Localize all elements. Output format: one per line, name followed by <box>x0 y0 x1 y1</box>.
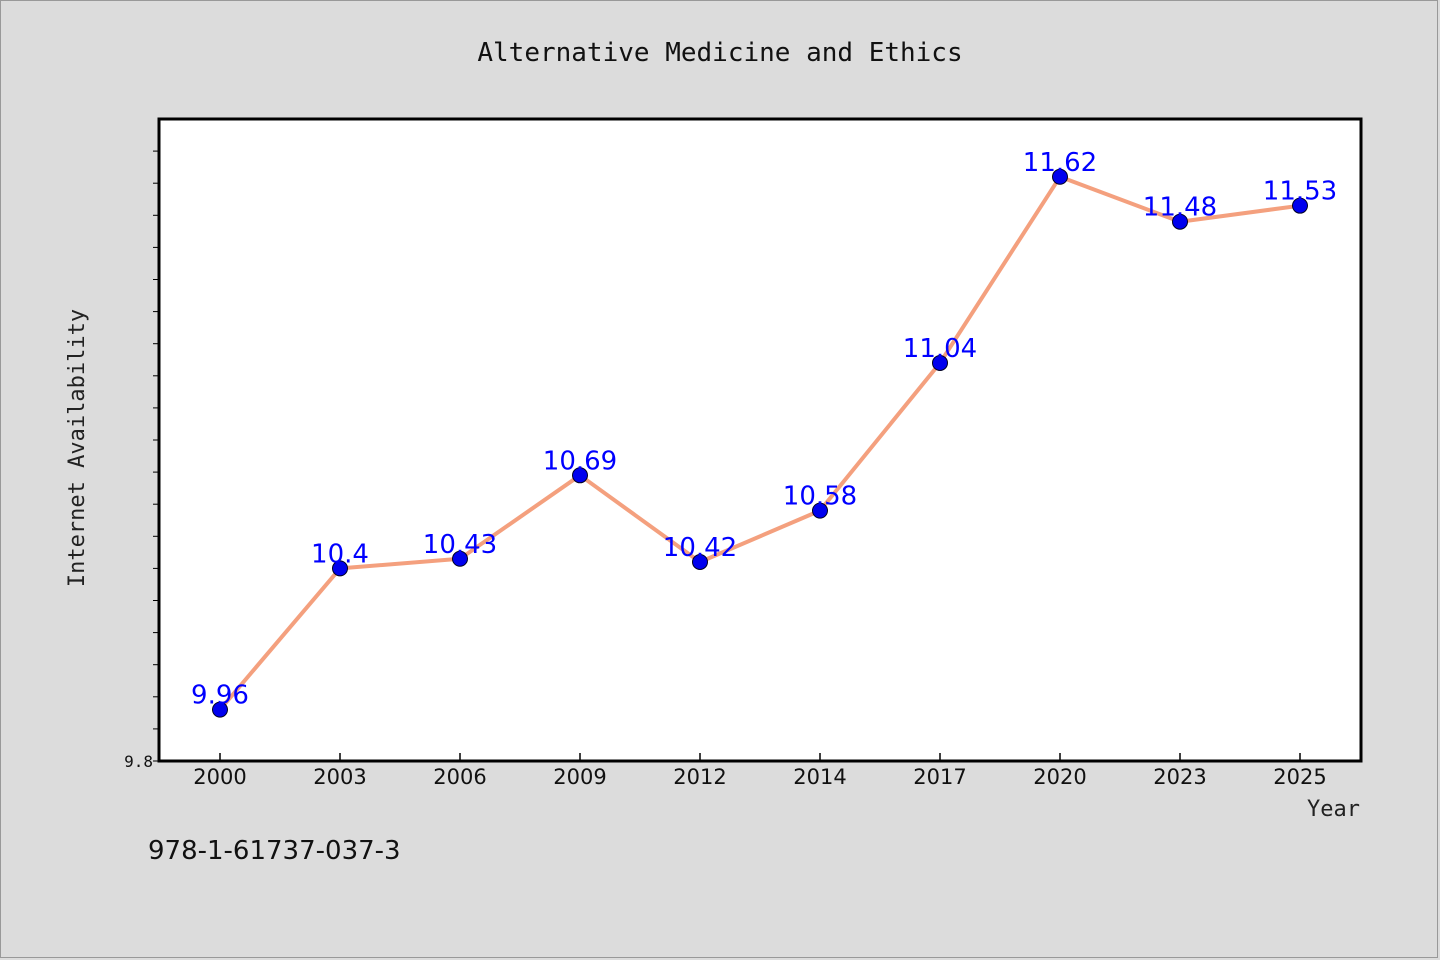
x-axis-label: Year <box>1307 797 1360 822</box>
x-axis-ticks: 2000 2003 2006 2009 2012 2014 2017 2020 2023 2025 <box>193 753 1327 789</box>
data-label: 11.04 <box>903 334 977 364</box>
y-tick-label: 9.8 <box>124 752 153 771</box>
data-label: 10.4 <box>311 539 369 569</box>
data-label: 10.43 <box>423 530 497 560</box>
series-line <box>218 174 1301 711</box>
x-tick-label: 2014 <box>793 765 846 789</box>
data-label: 9.96 <box>191 681 249 711</box>
data-labels: 9.96 10.4 10.43 10.69 10.42 10.58 11.04 11.62 11… <box>191 148 1337 711</box>
plot-area <box>157 117 1363 763</box>
x-tick-label: 2000 <box>193 765 246 789</box>
y-axis-label: Internet Availability <box>65 309 90 587</box>
data-point <box>692 553 708 570</box>
x-tick-label: 2012 <box>673 765 726 789</box>
x-tick-label: 2025 <box>1273 765 1326 789</box>
chart-title: Alternative Medicine and Ethics <box>477 38 962 68</box>
data-label: 11.48 <box>1143 193 1217 223</box>
data-point <box>1052 168 1068 185</box>
x-tick-label: 2009 <box>553 765 606 789</box>
data-point <box>1172 213 1188 230</box>
y-axis-ticks: 9.8 <box>124 150 159 771</box>
isbn-text: 978-1-61737-037-3 <box>148 836 401 866</box>
x-tick-label: 2003 <box>313 765 366 789</box>
data-label: 10.69 <box>543 446 617 476</box>
data-point <box>332 560 348 577</box>
data-label: 10.58 <box>783 482 857 512</box>
data-label: 11.53 <box>1263 177 1337 207</box>
data-point <box>572 467 588 484</box>
x-tick-label: 2006 <box>433 765 486 789</box>
data-label: 11.62 <box>1023 148 1097 178</box>
data-label: 10.42 <box>663 533 737 563</box>
x-tick-label: 2020 <box>1033 765 1086 789</box>
x-tick-label: 2023 <box>1153 765 1206 789</box>
x-tick-label: 2017 <box>913 765 966 789</box>
data-point <box>212 701 228 718</box>
data-point <box>1292 197 1308 214</box>
data-point <box>452 550 468 567</box>
data-markers <box>212 168 1308 718</box>
data-point <box>932 354 948 371</box>
data-point <box>812 502 828 519</box>
